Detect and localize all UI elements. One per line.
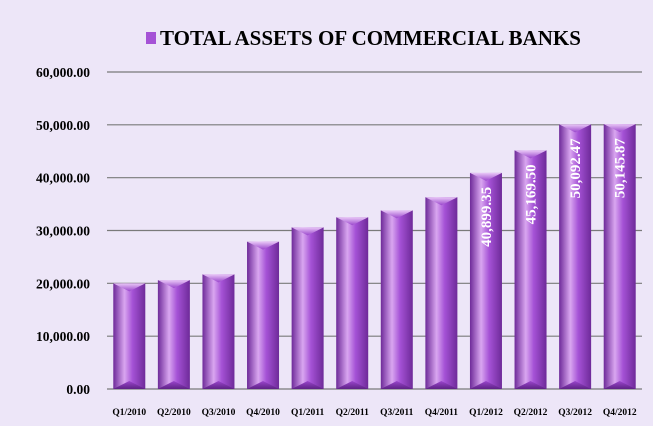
bar-base: [202, 381, 235, 389]
bar: [380, 210, 413, 389]
bar-body: [514, 150, 547, 389]
chart-title: TOTAL ASSETS OF COMMERCIAL BANKS: [160, 26, 581, 50]
y-tick-label: 10,000.00: [36, 329, 90, 344]
x-tick-label: Q1/2012: [469, 408, 503, 418]
bar-cap: [291, 227, 324, 236]
x-tick-label: Q3/2011: [380, 408, 414, 418]
x-tick-label: Q2/2012: [514, 408, 548, 418]
bar: [603, 124, 636, 389]
data-label: 50,092.47: [568, 138, 584, 199]
bar: [425, 197, 458, 389]
x-tick-label: Q2/2010: [157, 408, 191, 418]
bars: [113, 124, 636, 389]
data-label: 40,899.35: [479, 187, 495, 247]
data-label: 45,169.50: [524, 164, 540, 224]
bar: [514, 150, 547, 389]
bar-body: [603, 124, 636, 389]
x-tick-label: Q4/2011: [425, 408, 459, 418]
bar-cap: [425, 197, 458, 206]
bar-body: [425, 197, 458, 389]
bar-base: [603, 381, 636, 389]
bar-cap: [603, 124, 636, 133]
bar-cap: [247, 241, 280, 250]
bar: [336, 217, 369, 389]
bar-base: [469, 381, 502, 389]
grid-lines: [107, 71, 642, 390]
y-tick-label: 60,000.00: [36, 65, 90, 80]
bar-base: [157, 381, 190, 389]
bar-base: [113, 381, 146, 389]
bar-body: [380, 210, 413, 389]
bar-base: [291, 381, 324, 389]
bar: [247, 241, 280, 389]
bar-cap: [559, 124, 592, 133]
bar: [469, 172, 502, 389]
x-axis-tick-labels: Q1/2010 Q2/2010 Q3/2010 Q4/2010 Q1/2011 Q2/20…: [112, 408, 636, 418]
bar-body: [336, 217, 369, 389]
bar-body: [291, 227, 324, 389]
bar: [113, 283, 146, 389]
x-tick-label: Q1/2010: [112, 408, 146, 418]
bar: [157, 280, 190, 389]
bar: [559, 124, 592, 389]
bar-body: [113, 283, 146, 389]
bar-body: [247, 241, 280, 389]
data-labels: 40,899.35 45,169.50 50,092.47 50,145.87: [479, 138, 629, 247]
bar-cap: [514, 150, 547, 159]
bar-base: [247, 381, 280, 389]
bar-body: [202, 274, 235, 389]
bar-base: [514, 381, 547, 389]
y-axis-tick-labels: 0.00 10,000.00 20,000.00 30,000.00 40,000.00…: [36, 65, 90, 397]
bar: [291, 227, 324, 389]
bar-base: [559, 381, 592, 389]
bar-base: [336, 381, 369, 389]
bar-cap: [157, 280, 190, 289]
bar-base: [380, 381, 413, 389]
bar-cap: [336, 217, 369, 226]
bar-base: [425, 381, 458, 389]
bar-cap: [113, 283, 146, 292]
x-tick-label: Q2/2011: [336, 408, 370, 418]
x-tick-label: Q1/2011: [291, 408, 325, 418]
bar-cap: [469, 172, 502, 181]
x-tick-label: Q3/2010: [202, 408, 236, 418]
bar-body: [469, 172, 502, 389]
bar: [202, 274, 235, 389]
data-label: 50,145.87: [613, 138, 629, 199]
x-tick-label: Q4/2010: [246, 408, 280, 418]
legend: TOTAL ASSETS OF COMMERCIAL BANKS: [146, 26, 581, 50]
bar-cap: [202, 274, 235, 283]
y-tick-label: 20,000.00: [36, 276, 90, 291]
x-tick-label: Q4/2012: [603, 408, 637, 418]
bar-body: [157, 280, 190, 389]
legend-swatch: [146, 32, 156, 44]
bar-cap: [380, 210, 413, 219]
y-tick-label: 0.00: [66, 382, 90, 397]
bar-body: [559, 124, 592, 389]
x-tick-label: Q3/2012: [558, 408, 592, 418]
y-tick-label: 40,000.00: [36, 171, 90, 186]
y-tick-label: 30,000.00: [36, 224, 90, 239]
y-tick-label: 50,000.00: [36, 118, 90, 133]
